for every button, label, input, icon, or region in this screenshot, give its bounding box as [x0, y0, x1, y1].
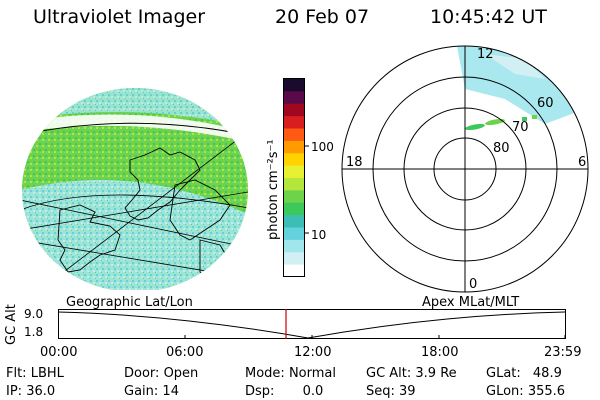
- apex-caption: Apex MLat/MLT: [422, 295, 520, 310]
- colorbar: [283, 78, 309, 278]
- colorbar-swatch: [284, 153, 304, 167]
- mode-value: Normal: [288, 366, 336, 381]
- colorbar-swatch: [284, 202, 304, 216]
- polar-ring-60: 60: [537, 96, 554, 111]
- altitude-plot: [58, 309, 566, 339]
- polar-plot: [341, 45, 589, 293]
- status-glat: GLat: 48.9: [486, 366, 562, 381]
- alt-xtick-1800: 18:00: [421, 345, 459, 360]
- polar-label-18: 18: [346, 155, 363, 170]
- geographic-map: [22, 88, 248, 290]
- polar-label-0: 0: [469, 277, 478, 292]
- ip-label: IP:: [6, 384, 23, 399]
- dsp-label: Dsp:: [245, 384, 275, 399]
- status-gain: Gain: 14: [124, 384, 179, 399]
- door-value: Open: [163, 366, 199, 381]
- polar-label-6: 6: [578, 155, 587, 170]
- glon-label: GLon:: [486, 384, 524, 399]
- status-door: Door: Open: [124, 366, 198, 381]
- colorbar-tick-10: 10: [311, 228, 327, 242]
- glat-value: 48.9: [532, 366, 562, 381]
- app-title: Ultraviolet Imager: [33, 6, 206, 28]
- colorbar-swatch: [284, 264, 304, 278]
- colorbar-swatch: [284, 79, 304, 92]
- status-dsp: Dsp: 0.0: [245, 384, 323, 399]
- colorbar-swatch: [284, 116, 304, 129]
- colorbar-unit-label: photon cm⁻²s⁻¹: [266, 139, 281, 240]
- status-ip: IP: 36.0: [6, 384, 55, 399]
- colorbar-swatch: [284, 103, 304, 117]
- ip-value: 36.0: [26, 384, 56, 399]
- flt-label: Flt:: [6, 366, 27, 381]
- colorbar-swatch: [284, 239, 304, 253]
- door-label: Door:: [124, 366, 160, 381]
- colorbar-swatch: [284, 190, 304, 204]
- colorbar-swatch: [284, 227, 304, 241]
- status-mode: Mode: Normal: [245, 366, 336, 381]
- alt-ytick-9: 9.0: [24, 307, 44, 321]
- polar-ring-80: 80: [493, 141, 510, 156]
- gcalt-value: 3.9 Re: [415, 366, 457, 381]
- colorbar-swatch: [284, 252, 304, 266]
- colorbar-swatch: [284, 165, 304, 179]
- alt-xtick-1200: 12:00: [294, 345, 332, 360]
- glat-label: GLat:: [486, 366, 521, 381]
- polar-label-12: 12: [477, 47, 494, 62]
- colorbar-tick-100: 100: [311, 140, 334, 154]
- dsp-value: 0.0: [302, 384, 324, 399]
- seq-label: Seq:: [366, 384, 395, 399]
- gain-value: 14: [162, 384, 179, 399]
- alt-xtick-0000: 00:00: [40, 345, 78, 360]
- colorbar-swatch: [284, 178, 304, 191]
- gain-label: Gain:: [124, 384, 159, 399]
- colorbar-swatch: [284, 128, 304, 142]
- alt-ytick-1-8: 1.8: [24, 325, 44, 339]
- alt-axis-title: GC Alt: [4, 304, 19, 345]
- colorbar-swatch: [284, 91, 304, 105]
- status-seq: Seq: 39: [366, 384, 416, 399]
- alt-xtick-2359: 23:59: [544, 345, 582, 360]
- header-date: 20 Feb 07: [275, 6, 370, 28]
- colorbar-swatch: [284, 215, 304, 228]
- status-gcalt: GC Alt: 3.9 Re: [366, 366, 457, 381]
- polar-ring-70: 70: [512, 120, 529, 135]
- seq-value: 39: [399, 384, 416, 399]
- flt-value: LBHL: [30, 366, 64, 381]
- gcalt-label: GC Alt:: [366, 366, 412, 381]
- glon-value: 355.6: [527, 384, 566, 399]
- mode-label: Mode:: [245, 366, 285, 381]
- status-flt: Flt: LBHL: [6, 366, 64, 381]
- status-glon: GLon: 355.6: [486, 384, 565, 399]
- colorbar-swatch: [284, 140, 304, 154]
- alt-xtick-0600: 06:00: [166, 345, 204, 360]
- header-time: 10:45:42 UT: [430, 6, 547, 28]
- geographic-caption: Geographic Lat/Lon: [66, 295, 193, 310]
